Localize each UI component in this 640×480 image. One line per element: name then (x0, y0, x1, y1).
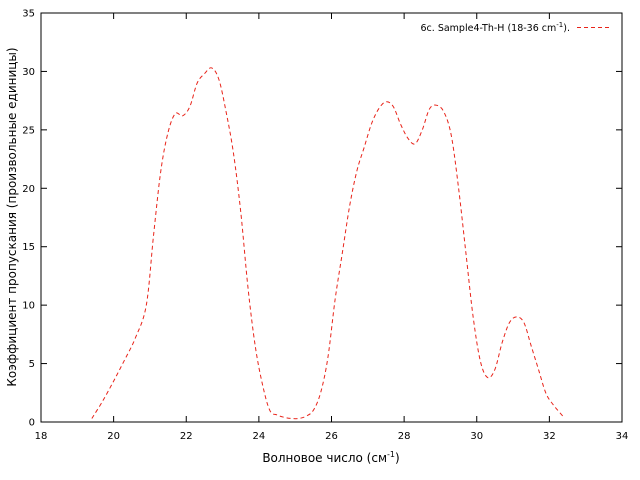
x-tick-label: 32 (543, 431, 556, 442)
y-axis-title: Коэффициент пропускания (произвольные ед… (5, 47, 19, 386)
y-tick-label: 30 (22, 67, 35, 78)
x-tick-label: 20 (107, 431, 120, 442)
y-tick-label: 35 (22, 9, 35, 20)
series-group (91, 67, 565, 420)
x-tick-label: 30 (470, 431, 483, 442)
series-line-0 (91, 67, 565, 420)
axis-ticks (40, 12, 623, 423)
x-tick-label: 26 (325, 431, 338, 442)
x-tick-label: 22 (180, 431, 193, 442)
y-tick-label: 0 (29, 418, 35, 429)
y-tick-label: 20 (22, 184, 35, 195)
y-tick-label: 15 (22, 242, 35, 253)
x-axis-title: Волновое число (см-1) (262, 450, 399, 465)
legend-label: 6c. Sample4-Th-H (18-36 cm-1). (421, 21, 570, 34)
x-tick-label: 34 (616, 431, 629, 442)
plot-frame (40, 12, 623, 423)
axis-tick-labels: 18 20 22 24 26 28 30 32 34 0 5 10 15 20 25 30 35 (22, 9, 628, 443)
x-tick-label: 28 (398, 431, 411, 442)
x-tick-label: 18 (35, 431, 48, 442)
y-tick-label: 10 (22, 301, 35, 312)
legend: 6c. Sample4-Th-H (18-36 cm-1). (421, 21, 610, 34)
y-tick-label: 25 (22, 125, 35, 136)
y-tick-label: 5 (29, 359, 35, 370)
x-tick-label: 24 (253, 431, 266, 442)
